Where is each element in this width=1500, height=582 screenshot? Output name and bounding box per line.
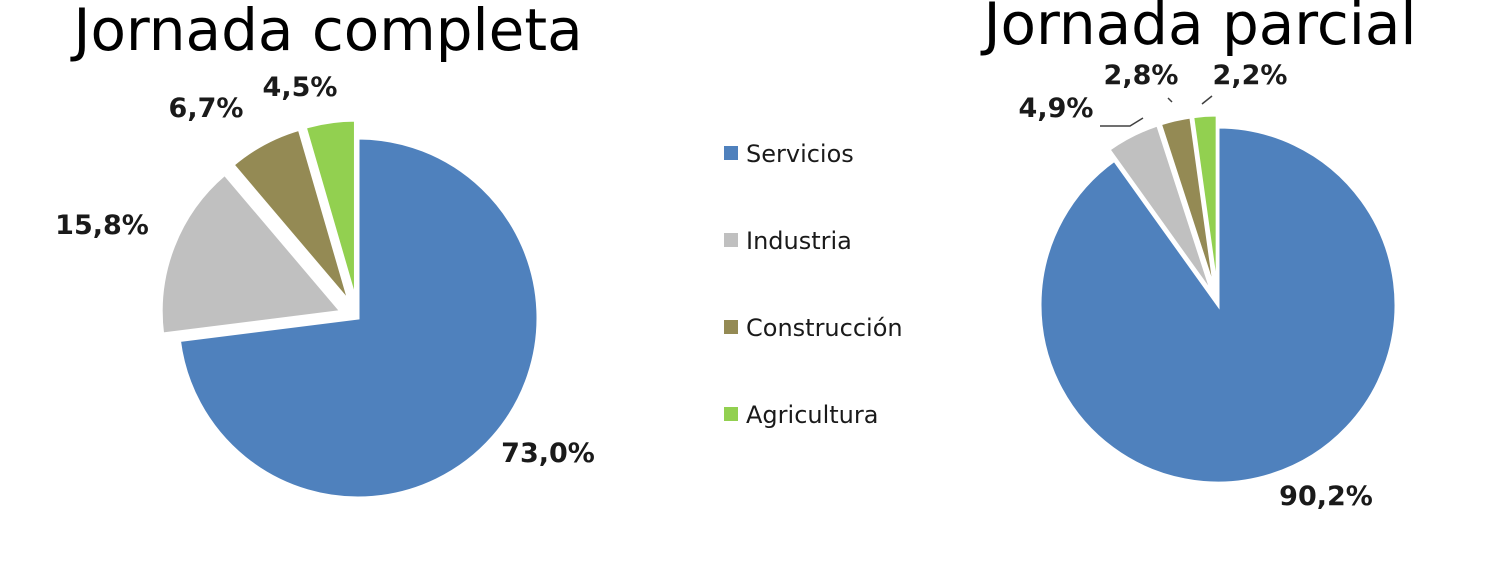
data-label-industria: 4,9%: [1019, 93, 1094, 124]
legend-swatch-agricultura: [724, 407, 738, 421]
legend-swatch-servicios: [724, 146, 738, 160]
pie-slice-agricultura: [1190, 113, 1219, 294]
data-label-agricultura: 2,2%: [1213, 60, 1288, 91]
leader-line-construccion: [1167, 97, 1173, 103]
pie-chart-jornada-parcial: 90,2% 4,9% 2,8% 2,2%: [1019, 60, 1398, 512]
legend-label-industria: Industria: [746, 227, 852, 255]
chart-title-jornada-completa: Jornada completa: [70, 0, 582, 64]
pie-slice-construccion: [230, 127, 351, 304]
leader-line-industria: [1100, 117, 1144, 127]
data-label-servicios: 90,2%: [1279, 481, 1373, 512]
leader-line-agricultura: [1201, 95, 1213, 105]
pie-slice-servicios: [177, 136, 540, 500]
legend-swatch-construccion: [724, 320, 738, 334]
legend-label-servicios: Servicios: [746, 140, 854, 168]
pie-slice-construccion: [1158, 115, 1217, 294]
data-label-agricultura: 4,5%: [263, 72, 338, 103]
legend-swatch-industria: [724, 233, 738, 247]
data-label-servicios: 73,0%: [501, 438, 595, 469]
pie-chart-jornada-completa: 73,0% 15,8% 6,7% 4,5%: [55, 72, 595, 500]
legend: Servicios Industria Construcción Agricultur…: [724, 140, 903, 429]
data-label-industria: 15,8%: [55, 210, 149, 241]
legend-label-agricultura: Agricultura: [746, 401, 878, 429]
chart-title-jornada-parcial: Jornada parcial: [980, 0, 1416, 58]
pie-slice-servicios: [1038, 125, 1398, 485]
legend-label-construccion: Construcción: [746, 314, 903, 342]
data-label-construccion: 6,7%: [169, 93, 244, 124]
pie-slice-agricultura: [303, 118, 357, 301]
pie-slice-industria: [159, 172, 345, 336]
data-label-construccion: 2,8%: [1104, 60, 1179, 91]
pie-slice-industria: [1106, 123, 1215, 296]
